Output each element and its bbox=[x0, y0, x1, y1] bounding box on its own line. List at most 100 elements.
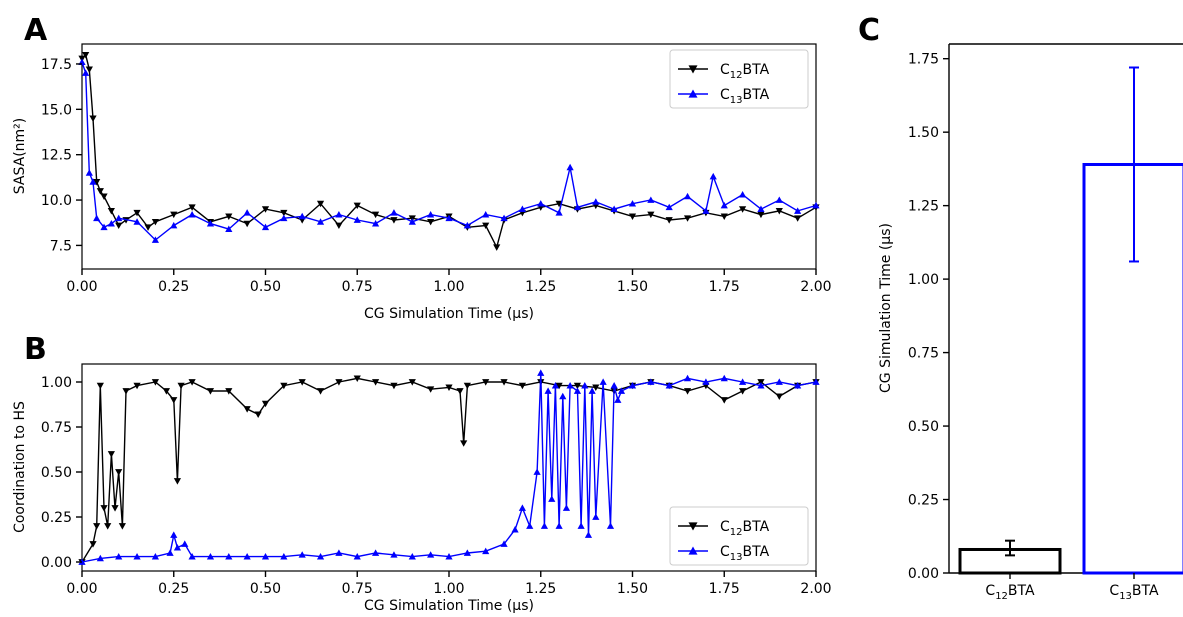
panel-a-series-1-point bbox=[93, 214, 101, 222]
panel-b-legend-label-1-prefix: C bbox=[720, 544, 730, 560]
panel-letter-a: A bbox=[24, 13, 48, 48]
panel-b-series-1-point bbox=[133, 553, 141, 560]
panel-b-series-0-point bbox=[151, 379, 159, 386]
panel-b-series-0-point bbox=[316, 388, 325, 395]
panel-b-series-1-point bbox=[683, 374, 692, 382]
panel-a-y-tick-label: 7.5 bbox=[50, 238, 72, 254]
panel-a-series-1-point bbox=[133, 218, 141, 225]
panel-letter-c: C bbox=[858, 13, 880, 48]
panel-a-series-1-point bbox=[573, 203, 582, 211]
panel-b-x-tick-label: 0.50 bbox=[250, 581, 281, 597]
panel-b-series-1-point bbox=[243, 553, 251, 560]
panel-b-series-1-point bbox=[566, 382, 574, 389]
panel-b-series-1-point bbox=[812, 378, 820, 385]
panel-a-series-1-point bbox=[794, 207, 802, 214]
panel-a-series-1-point bbox=[702, 207, 710, 214]
panel-b-series-0-point bbox=[298, 379, 306, 386]
panel-b-series-1-point bbox=[720, 374, 728, 382]
panel-a-series-0-point bbox=[82, 52, 90, 59]
panel-a-series-0-point bbox=[493, 244, 501, 251]
panel-b-x-tick-label: 1.00 bbox=[433, 581, 464, 597]
panel-a-series-1-point bbox=[592, 198, 600, 205]
panel-b-series-1-point bbox=[610, 382, 618, 389]
panel-b-x-tick-label: 2.00 bbox=[800, 581, 831, 597]
panel-b-series-1-point bbox=[599, 378, 607, 385]
panel-a-series-1-point bbox=[482, 210, 490, 218]
panel-b-x-tick-label: 1.75 bbox=[709, 581, 740, 597]
panel-a-x-tick-label: 0.00 bbox=[66, 279, 97, 295]
panel-c-y-tick-label: 1.25 bbox=[908, 199, 939, 215]
panel-b-series-0-point bbox=[739, 388, 747, 395]
panel-b-series-0-point bbox=[775, 393, 783, 400]
panel-a-series-1-point bbox=[555, 209, 563, 216]
panel-a-series-0-point bbox=[316, 200, 325, 208]
panel-c-category-label-0-prefix: C bbox=[985, 583, 995, 599]
panel-b-series-0-point bbox=[206, 388, 215, 395]
panel-a-series-0-point bbox=[107, 208, 115, 215]
panel-b-series-0-point bbox=[460, 440, 468, 447]
panel-a-series-0-point bbox=[100, 193, 108, 201]
panel-a-series-0-point bbox=[89, 115, 97, 122]
panel-a-legend-label-1-prefix: C bbox=[720, 87, 730, 103]
panel-b-ticks: 0.00 0.25 0.50 0.75 1.00 1.25 1.50 1.75 2.00 0.00… bbox=[41, 375, 832, 597]
panel-b-series-1-point bbox=[181, 540, 189, 547]
panel-b-y-tick-label: 0.00 bbox=[41, 555, 72, 571]
panel-a-series-0-point bbox=[482, 222, 490, 230]
panel-a-series-0-point bbox=[133, 209, 141, 217]
panel-a-x-tick-label: 1.00 bbox=[433, 279, 464, 295]
panel-a-y-tick-label: 17.5 bbox=[41, 57, 72, 73]
panel-a-legend-marker-0 bbox=[688, 65, 698, 74]
panel-b-series-1-point bbox=[427, 551, 435, 558]
panel-b-series-0-point bbox=[372, 379, 380, 386]
panel-b-series-0-point bbox=[500, 379, 508, 386]
panel-a-series-0-point bbox=[739, 206, 747, 213]
panel-b-series-0-point bbox=[261, 400, 270, 408]
panel-b-series-1-point bbox=[96, 554, 104, 562]
panel-a-series-1-point bbox=[665, 203, 673, 211]
panel-c-category-label-1-prefix: C bbox=[1109, 583, 1119, 599]
panel-b-series-1-point bbox=[115, 553, 123, 560]
panel-b-series-0-point bbox=[188, 379, 196, 386]
panel-b-series-1-point bbox=[588, 387, 596, 394]
panel-a-series-1-point bbox=[82, 69, 90, 76]
panel-a-series-1-point bbox=[757, 205, 765, 213]
panel-b-series-1-point bbox=[647, 378, 655, 385]
panel-b-series-1-point bbox=[548, 495, 556, 502]
panel-b-legend-label-0-suffix: BTA bbox=[743, 519, 770, 535]
panel-a-y-axis-label: SASA(nm²) bbox=[12, 118, 28, 195]
panel-a-series-0-point bbox=[720, 213, 728, 220]
panel-b-series-1-point bbox=[173, 544, 182, 551]
panel-b-series-1-point bbox=[592, 513, 600, 520]
panel-b-series-1-point bbox=[335, 549, 343, 556]
panel-b-series-1-point bbox=[628, 382, 637, 389]
panel-b-series-1-point bbox=[151, 553, 159, 560]
panel-a-legend-label-0-prefix: C bbox=[720, 62, 730, 78]
panel-a-series-1-point bbox=[537, 200, 545, 207]
panel-a-series-1-point bbox=[500, 214, 508, 222]
panel-c-bars: C12BTA C13BTA bbox=[958, 66, 1183, 602]
panel-a-series-0-point bbox=[115, 222, 123, 230]
panel-a-series-1-point bbox=[298, 212, 306, 220]
panel-a-series-1-point bbox=[316, 218, 325, 225]
panel-a-series-group bbox=[78, 52, 820, 251]
panel-c-y-tick-label: 1.50 bbox=[908, 125, 939, 141]
panel-b-series-0-point bbox=[225, 388, 233, 395]
panel-b-legend-label-1-subscript: 13 bbox=[730, 552, 743, 563]
panel-a-series-0-point bbox=[280, 209, 288, 217]
panel-c-category-label-0: C12BTA bbox=[985, 583, 1035, 602]
panel-b-coordination-plot: 0.00 0.25 0.50 0.75 1.00 1.25 1.50 1.75 2.00 0.00… bbox=[12, 363, 832, 614]
panel-b-legend-marker-0 bbox=[688, 522, 698, 531]
panel-b-series-1-point bbox=[390, 551, 398, 558]
panel-a-y-tick-label: 12.5 bbox=[41, 148, 72, 164]
panel-a-series-0-point bbox=[353, 202, 361, 210]
panel-a-x-tick-label: 0.25 bbox=[158, 279, 189, 295]
panel-a-series-1-point bbox=[372, 220, 380, 227]
panel-b-x-axis-label: CG Simulation Time (μs) bbox=[364, 598, 534, 614]
panel-b-series-0-point bbox=[408, 379, 416, 386]
panel-b-series-0-point bbox=[592, 384, 600, 391]
panel-c-bar-chart: C12BTA C13BTA 0.000.250.500.751.001.251.5… bbox=[878, 43, 1183, 602]
panel-b-series-0-point bbox=[111, 505, 119, 512]
panel-a-series-1-point bbox=[85, 169, 93, 176]
panel-b-series-1-point bbox=[353, 553, 361, 560]
panel-c-y-tick-label: 1.75 bbox=[908, 52, 939, 68]
